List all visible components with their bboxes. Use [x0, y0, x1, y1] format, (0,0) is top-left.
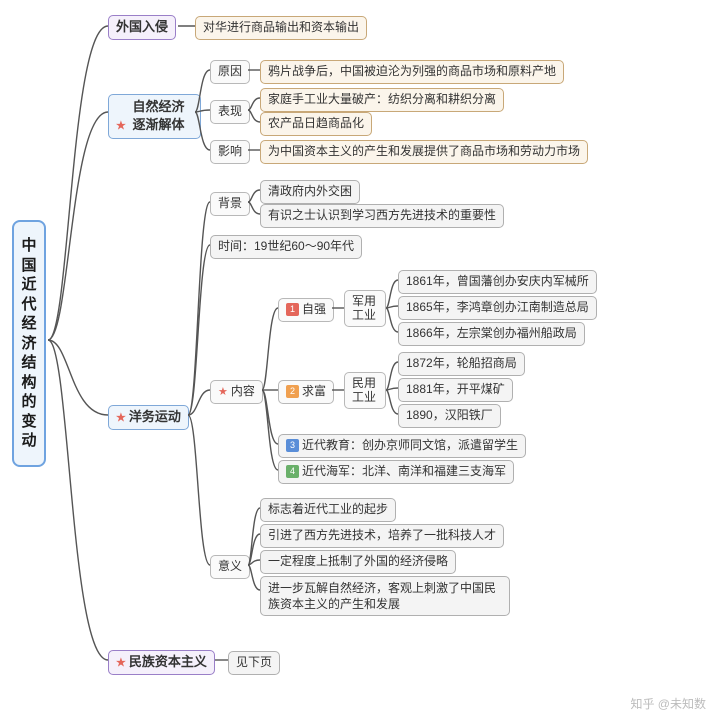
yw-bg-key: 背景 — [210, 192, 250, 216]
yw-s1: 标志着近代工业的起步 — [260, 498, 396, 522]
yw-minyong: 民用工业 — [344, 372, 386, 409]
branch-natural-economy: 自然经济逐渐解体 — [108, 94, 201, 139]
watermark: 知乎 @未知数 — [630, 695, 706, 712]
ne-eff-val: 为中国资本主义的产生和发展提供了商品市场和劳动力市场 — [260, 140, 588, 164]
ne-mani-1: 家庭手工业大量破产：纺织分离和耕织分离 — [260, 88, 504, 112]
yw-navy: 4近代海军：北洋、南洋和福建三支海军 — [278, 460, 514, 484]
ne-cause-key: 原因 — [210, 60, 250, 84]
yw-s3: 一定程度上抵制了外国的经济侵略 — [260, 550, 456, 574]
yw-jy2: 1865年，李鸿章创办江南制造总局 — [398, 296, 597, 320]
yw-my2: 1881年，开平煤矿 — [398, 378, 513, 402]
branch-minzu: 民族资本主义 — [108, 650, 215, 675]
yw-jy3: 1866年，左宗棠创办福州船政局 — [398, 322, 585, 346]
yw-time: 时间：19世纪60～90年代 — [210, 235, 362, 259]
ne-mani-2: 农产品日趋商品化 — [260, 112, 372, 136]
yw-s2: 引进了西方先进技术，培养了一批科技人才 — [260, 524, 504, 548]
yw-content-key: 内容 — [210, 380, 263, 404]
branch-yangwu: 洋务运动 — [108, 405, 189, 430]
minzu-note: 见下页 — [228, 651, 280, 675]
yw-my1: 1872年，轮船招商局 — [398, 352, 525, 376]
yw-jy1: 1861年，曾国藩创办安庆内军械所 — [398, 270, 597, 294]
yw-my3: 1890，汉阳铁厂 — [398, 404, 501, 428]
ne-cause-val: 鸦片战争后，中国被迫沦为列强的商品市场和原料产地 — [260, 60, 564, 84]
yw-edu: 3近代教育：创办京师同文馆，派遣留学生 — [278, 434, 526, 458]
root-title: 中国近代经济结构的变动 — [12, 220, 46, 467]
yw-junyong: 军用工业 — [344, 290, 386, 327]
yw-bg-1: 清政府内外交困 — [260, 180, 360, 204]
branch-foreign-invasion: 外国入侵 — [108, 15, 176, 40]
ne-eff-key: 影响 — [210, 140, 250, 164]
yw-s4: 进一步瓦解自然经济，客观上刺激了中国民族资本主义的产生和发展 — [260, 576, 510, 616]
foreign-invasion-desc: 对华进行商品输出和资本输出 — [195, 16, 367, 40]
yw-sig-key: 意义 — [210, 555, 250, 579]
yw-qiufu: 2求富 — [278, 380, 334, 404]
yw-bg-2: 有识之士认识到学习西方先进技术的重要性 — [260, 204, 504, 228]
yw-ziqiang: 1自强 — [278, 298, 334, 322]
ne-mani-key: 表现 — [210, 100, 250, 124]
